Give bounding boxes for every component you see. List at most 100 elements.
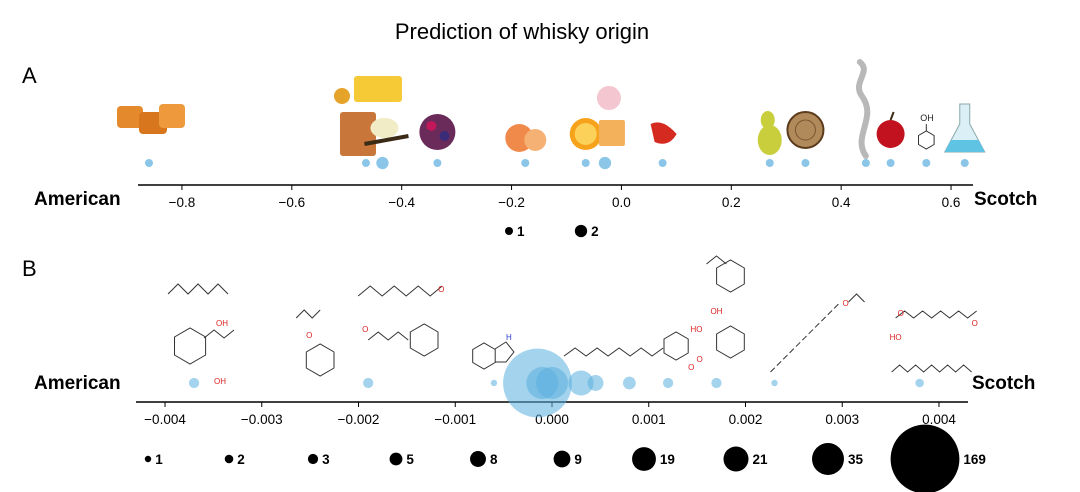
panel-a-tick-label: −0.6 bbox=[278, 195, 305, 210]
structure-chain bbox=[357, 285, 443, 297]
panel-b-legend-label: 35 bbox=[848, 452, 864, 467]
panel-b-legend-dot bbox=[144, 455, 152, 463]
structure-o: O bbox=[843, 299, 849, 308]
panel-b-bubble bbox=[711, 377, 722, 389]
structure-o: O bbox=[688, 363, 694, 372]
indole-pyrrole bbox=[494, 341, 515, 363]
butter-block bbox=[353, 76, 402, 102]
structure-chain bbox=[770, 301, 841, 373]
panel-b-size-legend: 1 2 3 5 8 9 19 21 35 169 bbox=[144, 424, 986, 492]
phenol-ring bbox=[918, 130, 935, 150]
phenol-ring bbox=[716, 259, 745, 293]
phenol-structures: OH HO O bbox=[690, 255, 745, 364]
phenol-icon: OH bbox=[918, 113, 935, 150]
panel-a-bubble bbox=[801, 159, 810, 167]
panel-b-tick-label: 0.001 bbox=[632, 412, 666, 427]
panel-a-bubble bbox=[144, 159, 153, 167]
panel-a-bubble bbox=[598, 156, 612, 170]
structure-o: O bbox=[898, 309, 904, 318]
panel-b-legend-dot bbox=[890, 424, 960, 492]
blossom bbox=[596, 86, 621, 110]
structure-aldehyde-o: O bbox=[438, 285, 444, 294]
acid-ester-structures: HO O O bbox=[890, 309, 978, 373]
apple-icon bbox=[876, 111, 905, 148]
structure-acetyl bbox=[848, 293, 865, 303]
structure-o: O bbox=[362, 325, 368, 334]
panel-b-left-label: American bbox=[34, 373, 121, 394]
lactone-ring bbox=[663, 331, 689, 361]
orange-flesh bbox=[574, 123, 597, 145]
terpene-alcohol-structure: OH OH bbox=[167, 283, 235, 386]
structure-oh: HO bbox=[890, 333, 902, 342]
panel-a-bubble bbox=[433, 159, 442, 167]
panel-a-tick-label: −0.4 bbox=[388, 195, 415, 210]
panel-b-bubble bbox=[771, 379, 778, 387]
honey-dipper bbox=[333, 88, 350, 104]
panel-a-tick-label: 0.6 bbox=[942, 195, 961, 210]
structure-oh: OH bbox=[710, 307, 722, 316]
peach-icon bbox=[505, 124, 547, 152]
panel-b-legend-label: 1 bbox=[155, 452, 163, 467]
panel-b-legend-label: 2 bbox=[237, 452, 245, 467]
panel-b-bubble bbox=[536, 367, 568, 399]
cheese-cube bbox=[598, 120, 625, 146]
orange-icon bbox=[569, 118, 602, 150]
panel-a-label: A bbox=[22, 63, 37, 88]
panel-b-label: B bbox=[22, 256, 37, 281]
panel-b-bubble bbox=[363, 377, 374, 389]
acid-chain bbox=[895, 310, 977, 319]
berry bbox=[439, 131, 450, 141]
panel-b-tick-label: −0.003 bbox=[241, 412, 283, 427]
structure-o: O bbox=[696, 355, 702, 364]
pear-body bbox=[757, 125, 782, 155]
caramel-cube bbox=[116, 106, 143, 128]
caramel-icon bbox=[116, 104, 185, 134]
structure-oh: OH bbox=[216, 319, 228, 328]
ester-ketone-structure: O O O bbox=[295, 285, 444, 377]
wood-slice bbox=[786, 111, 825, 149]
panel-b-legend-dot bbox=[723, 446, 749, 472]
panel-a-legend-dot bbox=[505, 227, 513, 235]
structure-chain bbox=[563, 347, 664, 357]
phenol-ring bbox=[716, 325, 745, 359]
panel-b-legend-label: 8 bbox=[490, 452, 498, 467]
vanilla-pod bbox=[364, 134, 409, 146]
lactone-structure: O bbox=[563, 331, 694, 372]
structure-oh: OH bbox=[214, 377, 226, 386]
ethyl-chain bbox=[706, 255, 727, 265]
panel-a-tick-label: −0.2 bbox=[498, 195, 525, 210]
structure-ring bbox=[409, 323, 439, 357]
panel-b-bubble bbox=[568, 370, 594, 396]
panel-b-legend-label: 21 bbox=[753, 452, 769, 467]
panel-a-tick-label: −0.8 bbox=[169, 195, 196, 210]
ester-chain bbox=[891, 364, 972, 373]
panel-a-x-axis: −0.8 −0.6 −0.4 −0.2 0.0 0.2 0.4 0.6 bbox=[138, 184, 973, 210]
long-ester-structure: O bbox=[770, 293, 865, 373]
panel-b-bubble bbox=[188, 377, 200, 389]
panel-b-legend-dot bbox=[224, 454, 234, 464]
berry bbox=[426, 121, 437, 131]
indole-benzene bbox=[472, 342, 496, 370]
panel-a-bubble bbox=[376, 156, 389, 170]
panel-b-tick-label: 0.003 bbox=[825, 412, 859, 427]
panel-a-bubble bbox=[658, 159, 667, 167]
indole-structure: H bbox=[472, 333, 515, 370]
structure-acrylate bbox=[295, 309, 321, 319]
panel-b-bubble bbox=[662, 377, 674, 389]
berries-bowl bbox=[419, 114, 456, 150]
pepper-icon bbox=[650, 122, 677, 144]
structure-o: O bbox=[972, 319, 978, 328]
vanilla-flower bbox=[370, 118, 399, 138]
panel-a-bubbles bbox=[144, 156, 969, 170]
smoke-plume bbox=[856, 59, 871, 159]
panel-a-bubble bbox=[581, 159, 590, 167]
structure-ring bbox=[305, 343, 335, 377]
panel-a-bubble bbox=[886, 159, 895, 167]
panel-a-bubble bbox=[861, 159, 870, 167]
panel-b-legend-dot bbox=[553, 450, 571, 468]
panel-a-icons: OH bbox=[116, 59, 986, 159]
smoke-icon bbox=[856, 59, 871, 159]
